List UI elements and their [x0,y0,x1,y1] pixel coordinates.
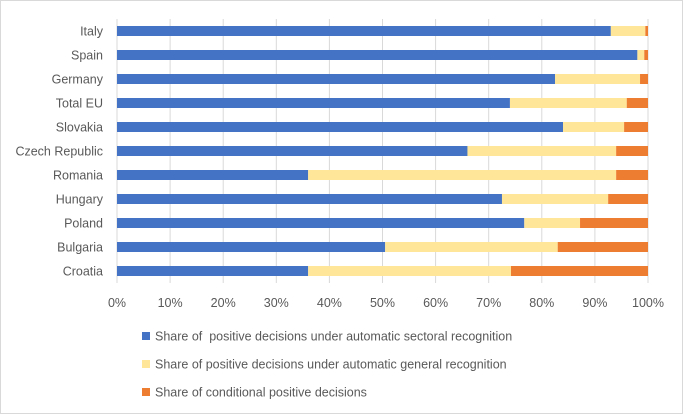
bar-romania-series-3 [616,170,648,180]
bar-germany-series-1 [117,74,556,84]
bar-czech-republic-series-2 [467,146,617,156]
x-tick-label: 90% [582,296,607,310]
bar-spain-series-3 [644,50,648,60]
category-label: Slovakia [56,121,103,135]
bar-germany-series-3 [640,74,648,84]
x-tick-label: 70% [476,296,501,310]
bar-total-eu-series-1 [117,98,510,108]
bar-romania-series-1 [117,170,309,180]
category-label: Czech Republic [15,145,103,159]
bars [117,26,648,276]
bar-hungary-series-3 [608,194,648,204]
bar-total-eu-series-3 [626,98,648,108]
x-tick-label: 100% [632,296,664,310]
legend-swatch [142,388,150,396]
x-tick-label: 50% [370,296,395,310]
bar-germany-series-2 [555,74,641,84]
x-tick-label: 60% [423,296,448,310]
bar-croatia-series-2 [308,266,512,276]
bar-slovakia-series-1 [117,122,564,132]
bar-hungary-series-2 [501,194,609,204]
legend-label: Share of conditional positive decisions [155,386,367,400]
bar-croatia-series-3 [511,266,648,276]
x-tick-label: 0% [108,296,126,310]
legend-label: Share of positive decisions under automa… [155,330,512,344]
legend-label: Share of positive decisions under automa… [155,358,507,372]
bar-italy-series-1 [117,26,611,36]
category-label: Hungary [56,193,104,207]
bar-total-eu-series-2 [509,98,627,108]
bar-czech-republic-series-3 [616,146,648,156]
bar-croatia-series-1 [117,266,309,276]
bar-poland-series-3 [580,218,648,228]
bar-poland-series-1 [117,218,525,228]
category-label: Germany [52,73,104,87]
bar-bulgaria-series-1 [117,242,386,252]
legend: Share of positive decisions under automa… [142,330,512,400]
bar-poland-series-2 [524,218,581,228]
bar-italy-series-3 [645,26,648,36]
legend-swatch [142,332,150,340]
x-tick-label: 30% [264,296,289,310]
category-label: Spain [71,49,103,63]
bar-bulgaria-series-3 [557,242,648,252]
bar-bulgaria-series-2 [385,242,558,252]
category-label: Total EU [56,97,103,111]
bar-czech-republic-series-1 [117,146,468,156]
category-label: Croatia [63,265,103,279]
x-tick-label: 40% [317,296,342,310]
bar-spain-series-1 [117,50,638,60]
x-tick-label: 80% [529,296,554,310]
legend-swatch [142,360,150,368]
bar-slovakia-series-3 [624,122,648,132]
x-tick-label: 10% [158,296,183,310]
bar-hungary-series-1 [117,194,502,204]
category-label: Italy [80,25,104,39]
x-tick-labels: 0% 10% 20% 30% 40% 50% 60% 70% 80% 90% 100% [108,296,664,310]
bar-slovakia-series-2 [563,122,625,132]
category-label: Bulgaria [57,241,103,255]
bar-spain-series-2 [637,50,645,60]
category-labels: Italy Spain Germany Total EU Slovakia Czech R… [15,25,103,279]
category-label: Romania [53,169,103,183]
bar-romania-series-2 [308,170,617,180]
x-tick-label: 20% [211,296,236,310]
category-label: Poland [64,217,103,231]
bar-italy-series-2 [610,26,646,36]
